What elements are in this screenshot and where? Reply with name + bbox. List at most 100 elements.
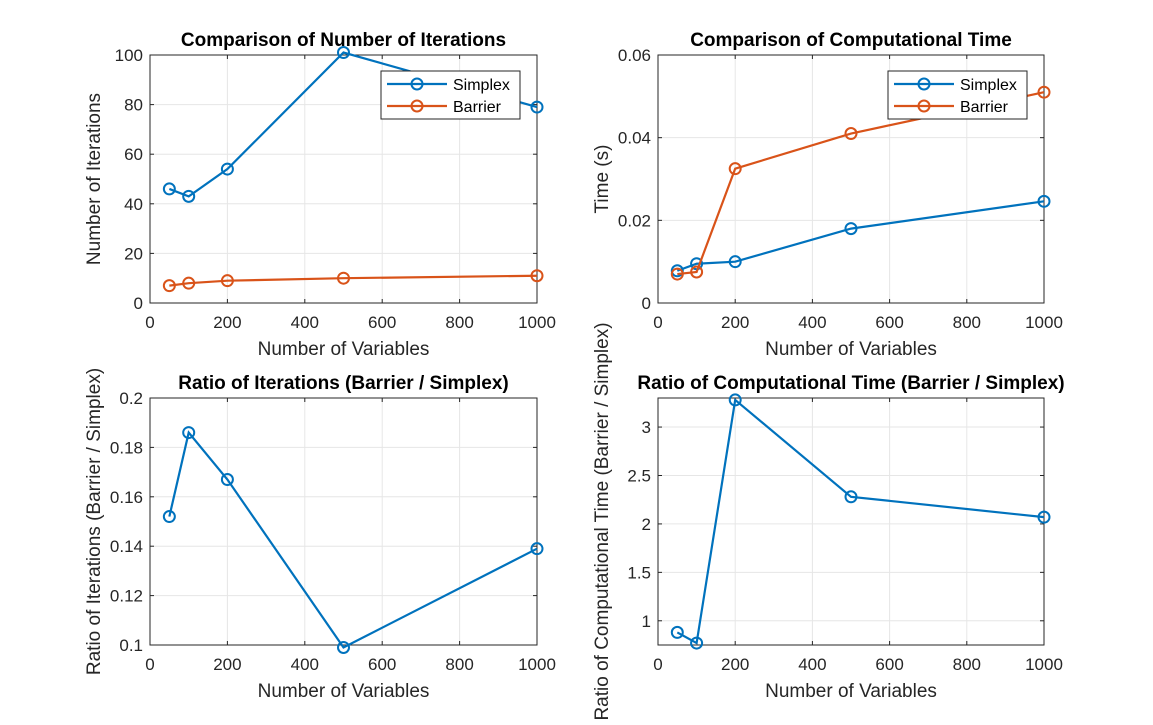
- x-tick-label: 0: [145, 655, 154, 674]
- legend: Simplex Barrier: [380, 70, 521, 120]
- chart-title: Comparison of Computational Time: [690, 30, 1012, 51]
- y-tick-label: 0.04: [618, 129, 651, 148]
- x-tick-label: 800: [445, 655, 473, 674]
- y-axis-label: Ratio of Iterations (Barrier / Simplex): [84, 368, 105, 675]
- data-point: [844, 127, 858, 141]
- y-tick-label: 0.12: [110, 587, 143, 606]
- data-point: [844, 490, 858, 504]
- data-point: [530, 269, 544, 283]
- x-tick-label: 200: [721, 655, 749, 674]
- x-tick-label: 400: [291, 655, 319, 674]
- data-point: [182, 276, 196, 290]
- legend-box: [887, 70, 1028, 120]
- data-point: [728, 162, 742, 176]
- x-axis-label: Number of Variables: [765, 339, 937, 360]
- series-line: [676, 200, 1045, 272]
- y-tick-label: 1.5: [627, 563, 651, 582]
- data-point: [728, 255, 742, 269]
- y-axis-label: Time (s): [592, 145, 613, 214]
- plot-area: [150, 398, 537, 645]
- chart-panel-2: 0 200 400 600 800 1000 0 0.02 0.04 0.06 Comparison…: [592, 30, 1063, 360]
- x-tick-label: 1000: [1025, 313, 1063, 332]
- chart-panel-4: 0 200 400 600 800 1000 1 1.5 2 2.5 3 Ratio of Compu…: [592, 322, 1065, 720]
- axes-box: [657, 397, 1045, 646]
- legend-marker: [917, 99, 931, 113]
- y-tick-label: 80: [124, 96, 143, 115]
- y-tick-label: 20: [124, 244, 143, 263]
- legend-box: [380, 70, 521, 120]
- data-point: [162, 510, 176, 524]
- x-tick-label: 1000: [518, 655, 556, 674]
- data-point: [1037, 85, 1051, 99]
- y-tick-label: 2.5: [627, 466, 651, 485]
- y-tick-label: 0.06: [618, 46, 651, 65]
- data-point: [162, 279, 176, 293]
- data-point: [182, 426, 196, 440]
- x-axis-label: Number of Variables: [258, 681, 430, 702]
- data-point: [844, 222, 858, 236]
- data-point: [337, 640, 350, 654]
- x-tick-label: 1000: [518, 313, 556, 332]
- x-tick-label: 800: [953, 655, 981, 674]
- x-tick-label: 0: [653, 655, 662, 674]
- y-tick-label: 0: [134, 294, 143, 313]
- y-tick-label: 0.1: [119, 636, 143, 655]
- y-tick-label: 0.02: [618, 211, 651, 230]
- axes-box: [657, 54, 1045, 304]
- x-tick-label: 1000: [1025, 655, 1063, 674]
- series-line: [169, 274, 538, 287]
- y-tick-label: 1: [642, 612, 651, 631]
- series-line: [676, 397, 1045, 645]
- legend-entry: Simplex: [960, 77, 1017, 94]
- y-tick-label: 0.18: [110, 438, 143, 457]
- legend-entry: Barrier: [453, 99, 502, 116]
- x-tick-label: 800: [445, 313, 473, 332]
- y-tick-label: 100: [115, 46, 143, 65]
- axes-box: [149, 397, 538, 646]
- chart-title: Ratio of Iterations (Barrier / Simplex): [178, 373, 508, 394]
- y-axis-label: Ratio of Computational Time (Barrier / S…: [592, 322, 613, 720]
- data-point: [530, 542, 544, 556]
- x-tick-label: 200: [213, 313, 241, 332]
- x-tick-label: 600: [875, 313, 903, 332]
- data-point: [1037, 194, 1051, 208]
- y-tick-label: 0.16: [110, 488, 143, 507]
- data-point: [530, 100, 544, 114]
- x-tick-label: 600: [368, 313, 396, 332]
- data-point: [690, 636, 704, 650]
- legend: Simplex Barrier: [887, 70, 1028, 120]
- x-tick-label: 200: [213, 655, 241, 674]
- y-tick-label: 60: [124, 145, 143, 164]
- plot-area: [658, 398, 1044, 645]
- y-tick-label: 0.14: [110, 537, 143, 556]
- legend-marker: [917, 77, 931, 91]
- data-point: [220, 162, 234, 176]
- data-point: [337, 271, 350, 285]
- y-tick-label: 0.2: [119, 389, 143, 408]
- x-tick-label: 400: [798, 655, 826, 674]
- data-point: [670, 625, 684, 639]
- x-tick-label: 600: [368, 655, 396, 674]
- x-tick-label: 600: [875, 655, 903, 674]
- x-tick-label: 200: [721, 313, 749, 332]
- data-point: [1037, 510, 1051, 524]
- chart-panel-1: 0 200 400 600 800 1000 0 20 40 60 80 100 Comparison …: [84, 30, 556, 360]
- x-axis-label: Number of Variables: [765, 681, 937, 702]
- data-point: [670, 267, 684, 281]
- series-line: [168, 430, 538, 649]
- y-tick-label: 3: [642, 418, 651, 437]
- data-point: [690, 265, 704, 279]
- y-tick-label: 2: [642, 515, 651, 534]
- y-axis-label: Number of Iterations: [84, 93, 105, 265]
- x-tick-label: 800: [953, 313, 981, 332]
- data-point: [220, 473, 234, 487]
- data-point: [182, 189, 196, 203]
- legend-entry: Barrier: [960, 99, 1009, 116]
- x-axis-label: Number of Variables: [258, 339, 430, 360]
- legend-entry: Simplex: [453, 77, 510, 94]
- data-point: [162, 182, 176, 196]
- axes-box: [149, 54, 538, 304]
- chart-panel-3: 0 200 400 600 800 1000 0.1 0.12 0.14 0.16 0.18 0.2 R…: [84, 368, 556, 702]
- data-point: [220, 274, 234, 288]
